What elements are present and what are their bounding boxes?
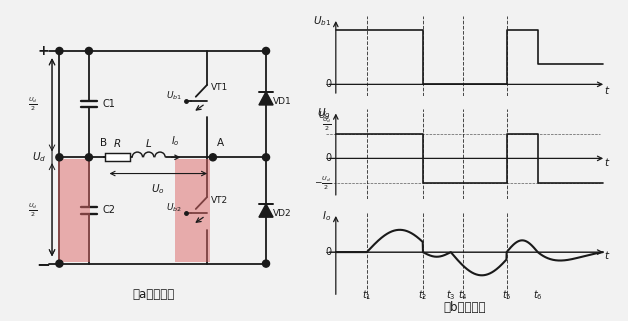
Text: +: +	[37, 44, 49, 58]
Text: VT1: VT1	[210, 83, 228, 92]
Text: $U_o$: $U_o$	[151, 182, 165, 195]
Text: $U_{b1}$: $U_{b1}$	[313, 14, 331, 28]
Circle shape	[56, 48, 63, 55]
Text: −: −	[36, 255, 50, 273]
Polygon shape	[259, 204, 273, 217]
Circle shape	[209, 154, 217, 161]
Bar	[105, 153, 130, 161]
Text: R: R	[114, 139, 121, 149]
Text: $t$: $t$	[604, 84, 611, 96]
Polygon shape	[259, 92, 273, 105]
Text: $\frac{U_d}{2}$: $\frac{U_d}{2}$	[28, 95, 38, 113]
Text: 0: 0	[325, 79, 331, 89]
Text: $t_1$: $t_1$	[362, 288, 372, 302]
Text: $\frac{U_d}{2}$: $\frac{U_d}{2}$	[28, 202, 38, 219]
Text: 0: 0	[325, 247, 331, 257]
Text: L: L	[146, 139, 151, 149]
Text: $t_2$: $t_2$	[418, 288, 428, 302]
Text: B: B	[100, 138, 107, 148]
Text: $U_d$: $U_d$	[31, 151, 46, 164]
Text: $U_{b2}$: $U_{b2}$	[166, 202, 182, 214]
Text: $U_o$: $U_o$	[317, 107, 331, 120]
Text: C2: C2	[102, 205, 115, 215]
Text: 0: 0	[325, 153, 331, 163]
Text: A: A	[217, 138, 224, 148]
Polygon shape	[58, 159, 90, 262]
Text: $-\frac{U_d}{2}$: $-\frac{U_d}{2}$	[314, 174, 331, 192]
Text: $U_{b1}$: $U_{b1}$	[166, 90, 182, 102]
Circle shape	[263, 260, 269, 267]
Text: VD2: VD2	[273, 209, 291, 218]
Text: $t$: $t$	[604, 249, 611, 261]
Text: C1: C1	[102, 99, 115, 109]
Circle shape	[56, 154, 63, 161]
Text: VT2: VT2	[210, 195, 228, 204]
Text: $t_5$: $t_5$	[502, 288, 511, 302]
Text: $I_o$: $I_o$	[171, 134, 180, 148]
Text: $t_3$: $t_3$	[446, 288, 455, 302]
Text: $t$: $t$	[604, 156, 611, 168]
Text: （a）电路图: （a）电路图	[133, 288, 175, 301]
Text: $t_4$: $t_4$	[458, 288, 468, 302]
Circle shape	[263, 154, 269, 161]
Text: VD1: VD1	[273, 97, 291, 106]
Circle shape	[85, 48, 92, 55]
Text: $I_o$: $I_o$	[322, 210, 331, 223]
Text: （b）波形图: （b）波形图	[443, 301, 486, 314]
Text: $\frac{U_d}{2}$: $\frac{U_d}{2}$	[322, 115, 331, 133]
Circle shape	[56, 260, 63, 267]
Polygon shape	[175, 159, 210, 262]
Circle shape	[263, 48, 269, 55]
Text: $t_6$: $t_6$	[533, 288, 543, 302]
Text: $U_d$: $U_d$	[318, 109, 331, 122]
Circle shape	[85, 154, 92, 161]
